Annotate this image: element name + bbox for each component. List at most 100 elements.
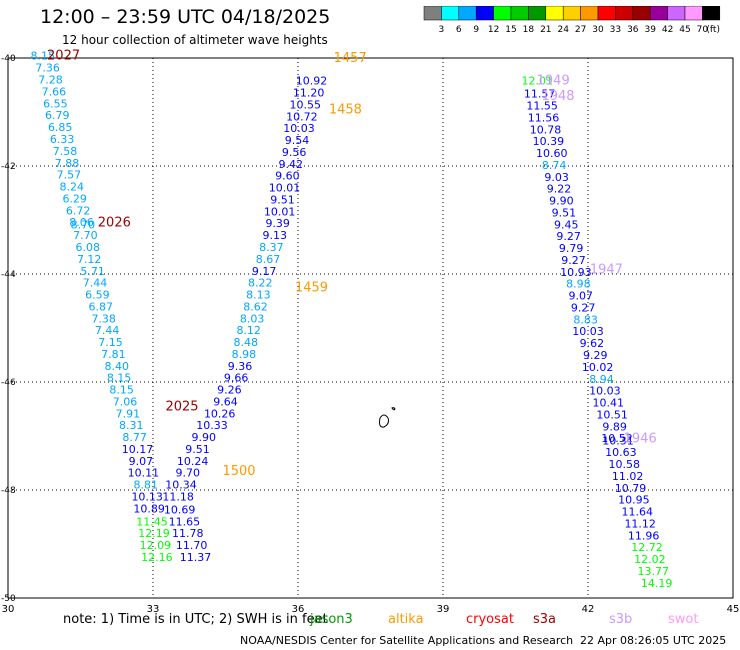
wave-height-point: 9.42 xyxy=(279,158,304,171)
x-tick-label: 39 xyxy=(437,604,450,615)
color-scale-tick-label: 33 xyxy=(610,25,621,35)
wave-height-point: 8.67 xyxy=(256,253,281,266)
wave-height-point: 10.89 xyxy=(133,502,165,515)
chart-title: 12:00 – 23:59 UTC 04/18/2025 xyxy=(40,6,331,28)
color-scale-tick-label: 18 xyxy=(523,25,535,35)
wave-height-point: 10.63 xyxy=(605,446,637,459)
wave-height-point: 10.03 xyxy=(572,325,604,338)
wave-height-point: 9.90 xyxy=(549,195,574,208)
pass-time-label: 2025 xyxy=(165,399,198,414)
wave-height-point: 8.83 xyxy=(573,313,598,326)
wave-height-point: 7.36 xyxy=(35,62,60,75)
wave-height-point: 8.74 xyxy=(542,159,567,172)
wave-height-point: 7.91 xyxy=(116,407,141,420)
wave-height-point: 10.52 xyxy=(601,432,633,445)
color-scale-tick-label: 39 xyxy=(644,25,656,35)
pass-time-label: 1457 xyxy=(334,51,367,66)
wave-height-point: 10.58 xyxy=(609,458,641,471)
wave-height-point: 9.07 xyxy=(569,290,594,303)
wave-height-point: 10.13 xyxy=(131,490,163,503)
wave-height-point: 5.71 xyxy=(80,265,105,278)
wave-height-point: 8.22 xyxy=(248,277,273,290)
plot-frame xyxy=(7,57,734,599)
wave-height-point: 9.27 xyxy=(571,301,596,314)
y-tick-label: -44 xyxy=(1,270,16,280)
wave-height-point: 12.19 xyxy=(138,527,170,540)
wave-height-point: 8.98 xyxy=(566,278,591,291)
wave-height-point: 12.02 xyxy=(634,553,666,566)
wave-height-point: 7.88 xyxy=(55,157,80,170)
wave-height-point: 8.24 xyxy=(60,181,85,194)
wave-height-point: 7.15 xyxy=(98,336,123,349)
pass-time-label: 1946 xyxy=(624,432,657,447)
wave-height-point: 9.27 xyxy=(561,254,586,267)
wave-height-point: 6.59 xyxy=(85,289,110,302)
wave-height-point: 10.79 xyxy=(615,482,647,495)
wave-height-point: 8.77 xyxy=(122,431,147,444)
wave-height-point: 8.13 xyxy=(246,289,271,302)
wave-height-point: 10.01 xyxy=(269,182,301,195)
wave-height-point: 7.28 xyxy=(38,74,63,87)
wave-height-point: 9.60 xyxy=(275,170,300,183)
wave-height-point: 10.03 xyxy=(283,122,315,135)
mission-label-s3a: s3a xyxy=(533,612,557,627)
color-scale-swatch xyxy=(702,6,721,21)
wave-height-point: 9.56 xyxy=(282,146,307,159)
mission-label-jason3: jason3 xyxy=(310,612,353,627)
color-scale-legend: 3 6 9 12 15 18 21 24 27 30 33 36 39 42 45 70(ft) xyxy=(423,6,721,35)
wave-height-point: 7.44 xyxy=(95,324,120,337)
wave-height-point: 9.26 xyxy=(217,384,242,397)
wave-height-point: 9.51 xyxy=(185,443,210,456)
wave-height-point: 12.72 xyxy=(631,541,663,554)
wave-height-point: 10.33 xyxy=(196,419,228,432)
wave-height-point: 9.54 xyxy=(285,134,310,147)
wave-height-point: 9.66 xyxy=(224,372,249,385)
wave-height-point: 6.33 xyxy=(50,133,75,146)
wave-height-point: 10.17 xyxy=(122,443,154,456)
wave-height-point: 9.17 xyxy=(252,265,277,278)
footer-credit: NOAA/NESDIS Center for Satellite Applica… xyxy=(240,634,574,647)
wave-height-point: 8.81 xyxy=(134,479,159,492)
wave-height-point: 9.22 xyxy=(547,183,572,196)
wave-height-point: 10.03 xyxy=(589,385,621,398)
wave-height-point: 7.81 xyxy=(101,348,126,361)
wave-height-point: 9.62 xyxy=(580,337,605,350)
wave-height-point: 9.70 xyxy=(176,467,201,480)
wave-height-point: 11.18 xyxy=(162,490,194,503)
wave-height-point: 10.51 xyxy=(596,408,628,421)
wave-height-point: 7.70 xyxy=(73,229,98,242)
x-tick-label: 42 xyxy=(582,604,595,615)
wave-height-point: 11.65 xyxy=(169,515,201,528)
wave-height-point: 8.62 xyxy=(243,300,268,313)
wave-height-point: 10.26 xyxy=(204,407,236,420)
wave-height-point: 11.55 xyxy=(526,100,558,113)
y-tick-label: -48 xyxy=(1,486,16,496)
wave-height-point: 6.29 xyxy=(62,192,87,205)
wave-height-point: 6.72 xyxy=(66,204,91,217)
wave-height-point: 8.15 xyxy=(107,372,132,385)
wave-height-point: 10.11 xyxy=(128,467,160,480)
wave-height-point: 11.37 xyxy=(180,551,212,564)
wave-height-point: 10.01 xyxy=(264,205,296,218)
wave-height-point: 9.51 xyxy=(552,206,577,219)
wave-height-point: 6.08 xyxy=(76,241,101,254)
wave-height-point: 6.79 xyxy=(45,109,70,122)
x-tick-label: 45 xyxy=(727,604,740,615)
wave-height-point: 11.20 xyxy=(293,87,325,100)
pass-time-label: 1948 xyxy=(541,89,574,104)
wave-height-point: 9.27 xyxy=(556,230,581,243)
wave-height-point: 9.39 xyxy=(265,217,290,230)
wave-height-point: 9.51 xyxy=(270,193,295,206)
mission-label-altika: altika xyxy=(388,612,424,627)
x-tick-label: 33 xyxy=(147,604,160,615)
pass-time-label: 1459 xyxy=(295,281,328,296)
wave-height-point: 12.01 xyxy=(522,75,554,88)
color-scale-unit: (ft) xyxy=(706,25,720,35)
wave-height-point: 9.64 xyxy=(213,395,238,408)
color-scale-tick-label: 27 xyxy=(575,25,586,35)
wave-height-point: 9.29 xyxy=(583,349,608,362)
wave-height-point: 10.92 xyxy=(296,75,328,88)
wave-height-point: 9.36 xyxy=(228,360,253,373)
wave-height-point: 11.70 xyxy=(176,539,208,552)
wave-height-point: 10.78 xyxy=(530,123,562,136)
